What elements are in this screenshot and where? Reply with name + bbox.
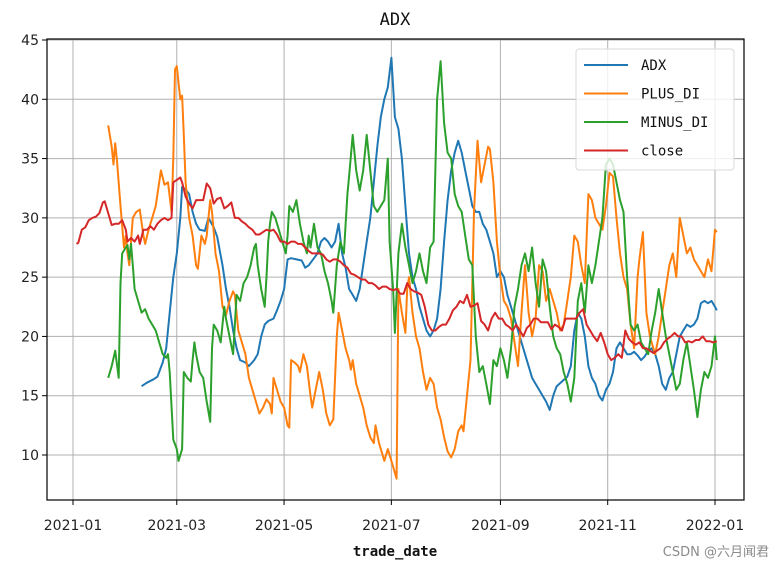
y-axis: 10 15 20 25 30 35 40 45 bbox=[21, 33, 47, 464]
legend-box bbox=[575, 48, 735, 171]
x-axis-label: trade_date bbox=[353, 544, 437, 560]
watermark: CSDN @六月闻君 bbox=[662, 545, 769, 560]
legend-label: PLUS_DI bbox=[641, 87, 700, 103]
x-tick-label: 2021-07 bbox=[362, 518, 421, 534]
legend-label: MINUS_DI bbox=[641, 115, 708, 131]
x-axis: 2021-01 2021-03 2021-05 2021-07 2021-09 2021-… bbox=[44, 500, 745, 534]
y-tick-label: 35 bbox=[21, 152, 39, 168]
x-tick-label: 2021-05 bbox=[255, 518, 314, 534]
series-line-plus-di bbox=[107, 65, 718, 480]
y-tick-label: 25 bbox=[21, 270, 39, 286]
y-tick-label: 15 bbox=[21, 389, 39, 405]
y-tick-label: 45 bbox=[21, 33, 39, 49]
series-line-close bbox=[75, 176, 718, 362]
x-tick-label: 2021-03 bbox=[148, 518, 207, 534]
y-tick-label: 10 bbox=[21, 448, 39, 464]
x-tick-label: 2021-11 bbox=[578, 518, 637, 534]
legend-label: close bbox=[641, 144, 683, 160]
legend-label: ADX bbox=[641, 58, 667, 74]
x-tick-label: 2022-01 bbox=[686, 518, 745, 534]
y-tick-label: 20 bbox=[21, 329, 39, 345]
plot-frame bbox=[46, 38, 745, 501]
chart-title: ADX bbox=[380, 10, 411, 30]
y-tick-label: 30 bbox=[21, 211, 39, 227]
y-tick-label: 40 bbox=[21, 92, 39, 108]
x-tick-label: 2021-01 bbox=[44, 518, 103, 534]
x-tick-label: 2021-09 bbox=[471, 518, 530, 534]
